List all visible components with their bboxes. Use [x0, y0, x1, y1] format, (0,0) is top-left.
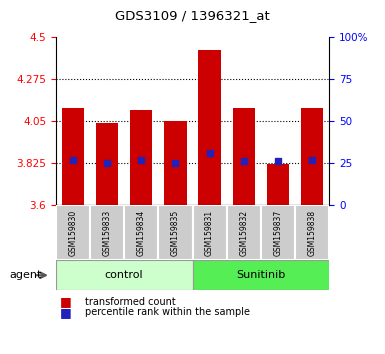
Text: GSM159837: GSM159837 [273, 210, 283, 256]
Bar [233, 108, 255, 205]
Text: GSM159830: GSM159830 [69, 210, 77, 256]
Bar [56, 260, 192, 290]
Text: GDS3109 / 1396321_at: GDS3109 / 1396321_at [115, 9, 270, 22]
Bar [295, 205, 329, 260]
Text: GSM159835: GSM159835 [171, 210, 180, 256]
Text: control: control [105, 270, 144, 280]
Bar [227, 205, 261, 260]
Bar [267, 164, 289, 205]
Bar [301, 108, 323, 205]
Bar [199, 50, 221, 205]
Bar [192, 205, 227, 260]
Text: transformed count: transformed count [85, 297, 176, 307]
Bar [56, 205, 90, 260]
Text: GSM159834: GSM159834 [137, 210, 146, 256]
Text: GSM159833: GSM159833 [102, 210, 112, 256]
Text: ■: ■ [60, 296, 72, 308]
Bar [158, 205, 192, 260]
Text: ■: ■ [60, 306, 72, 319]
Bar [90, 205, 124, 260]
Text: agent: agent [10, 270, 42, 280]
Text: percentile rank within the sample: percentile rank within the sample [85, 307, 250, 317]
Bar [124, 205, 158, 260]
Text: GSM159832: GSM159832 [239, 210, 248, 256]
Bar [164, 121, 186, 205]
Bar [192, 260, 329, 290]
Text: GSM159838: GSM159838 [308, 210, 316, 256]
Bar [130, 110, 152, 205]
Text: Sunitinib: Sunitinib [236, 270, 285, 280]
Text: GSM159831: GSM159831 [205, 210, 214, 256]
Bar [96, 123, 118, 205]
Bar [261, 205, 295, 260]
Bar [62, 108, 84, 205]
